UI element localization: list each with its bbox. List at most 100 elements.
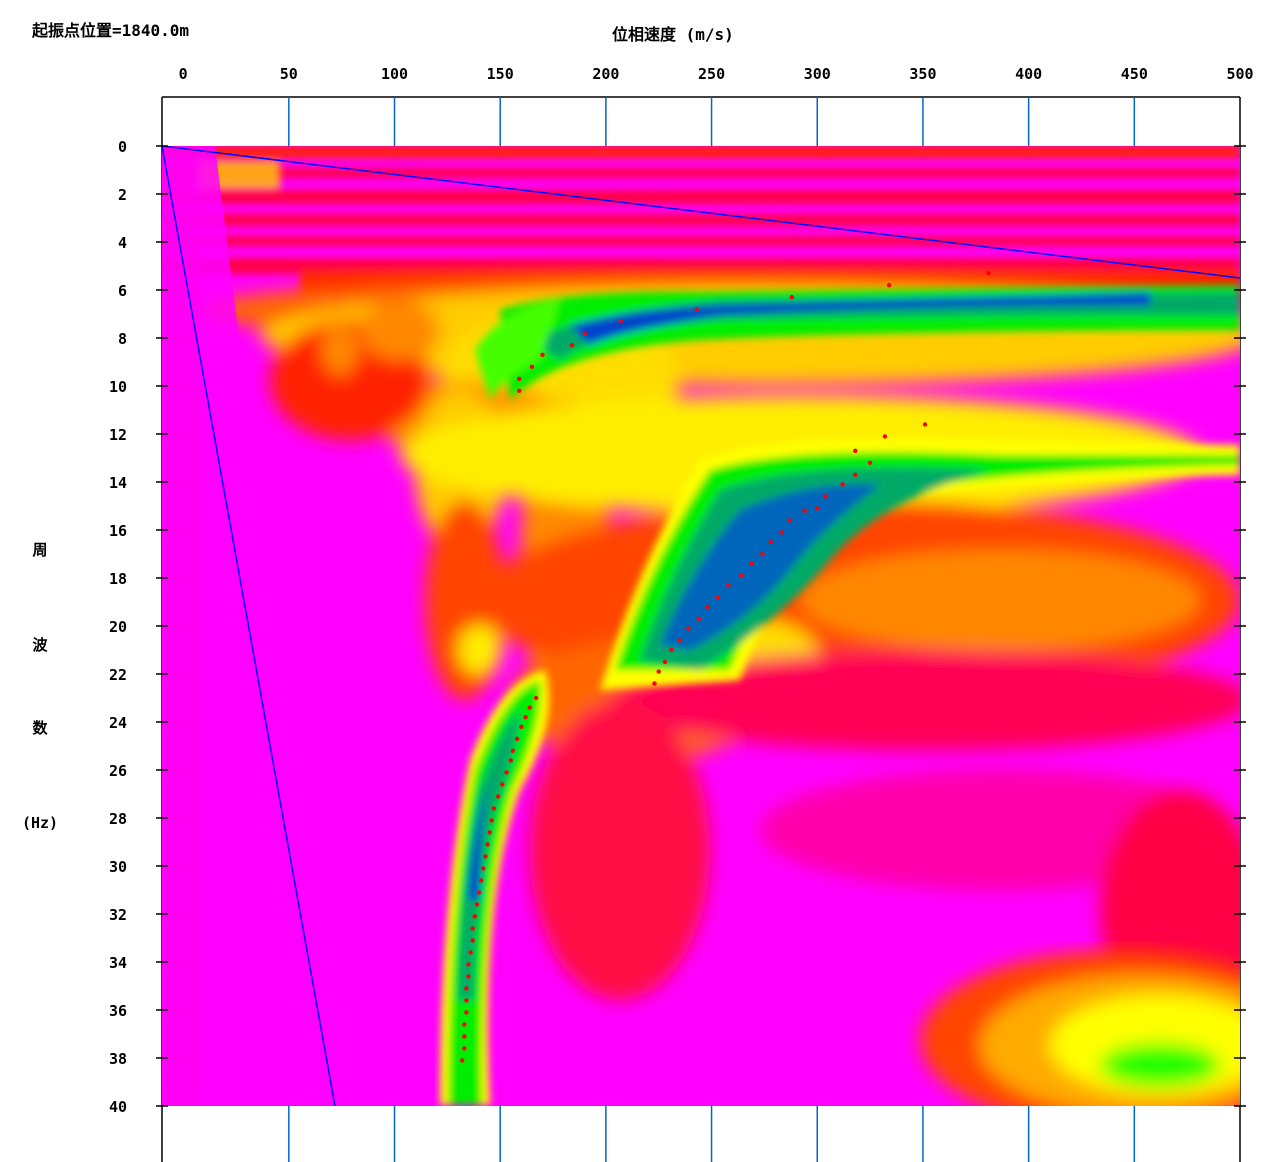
picked-point xyxy=(474,902,480,907)
picked-point xyxy=(686,626,691,631)
picked-point xyxy=(738,573,744,578)
picked-point xyxy=(823,494,828,499)
y-tick-label: 40 xyxy=(109,1098,127,1116)
picked-point xyxy=(540,352,545,357)
picked-point xyxy=(705,604,710,609)
x-tick-labels: 0 50 100 150 200 250 300 350 400 450 500 xyxy=(179,65,1254,83)
x-tick-label: 50 xyxy=(280,65,298,83)
picked-point xyxy=(527,705,532,710)
picked-point xyxy=(529,364,535,369)
x-tick-label: 150 xyxy=(487,65,514,83)
y-tick-label: 34 xyxy=(109,954,127,972)
chart-subtitle: 起振点位置=1840.0m xyxy=(31,21,189,40)
picked-point xyxy=(787,518,792,523)
y-tick-label: 30 xyxy=(109,858,127,876)
y-tick-label: 26 xyxy=(109,762,127,780)
picked-point xyxy=(715,595,721,600)
y-tick-label: 6 xyxy=(118,282,127,300)
y-axis-title: 周波数 (Hz) xyxy=(22,541,58,832)
picked-point xyxy=(468,950,473,955)
picked-point xyxy=(464,998,469,1003)
x-axis-title: 位相速度 (m/s) xyxy=(612,25,734,44)
picked-point xyxy=(462,1034,467,1039)
y-tick-label: 36 xyxy=(109,1002,127,1020)
axis-ticks xyxy=(156,97,1246,1162)
picked-point xyxy=(495,794,501,799)
picked-point xyxy=(853,472,858,477)
picked-point xyxy=(867,460,873,465)
picked-point xyxy=(886,283,892,288)
picked-point xyxy=(470,926,475,931)
picked-points xyxy=(459,271,991,1063)
picked-point xyxy=(510,748,516,753)
picked-point xyxy=(514,736,520,741)
y-axis-title-line: (Hz) xyxy=(22,814,58,832)
y-axis-title-line: 数 xyxy=(32,719,48,737)
picked-point xyxy=(472,914,478,919)
picked-point xyxy=(749,561,754,566)
y-tick-label: 4 xyxy=(118,234,127,252)
picked-point xyxy=(853,448,858,453)
picked-point xyxy=(696,616,702,621)
picked-point xyxy=(840,482,845,487)
picked-point xyxy=(487,830,492,835)
picked-point xyxy=(677,638,683,643)
y-tick-label: 38 xyxy=(109,1050,127,1068)
picked-point xyxy=(476,890,482,895)
x-tick-label: 500 xyxy=(1226,65,1253,83)
picked-point xyxy=(533,695,539,701)
picked-point xyxy=(483,854,488,859)
y-tick-label: 18 xyxy=(109,570,127,588)
picked-point xyxy=(768,539,773,545)
picked-point xyxy=(462,1022,467,1027)
picked-point xyxy=(569,343,575,348)
picked-point xyxy=(500,782,505,787)
picked-point xyxy=(760,551,765,557)
y-axis-title-line: 波 xyxy=(32,636,48,654)
picked-point xyxy=(652,681,657,686)
x-tick-label: 200 xyxy=(592,65,619,83)
picked-point xyxy=(669,647,674,653)
y-axis-title-line: 周 xyxy=(32,541,47,559)
x-tick-label: 300 xyxy=(804,65,831,83)
y-tick-label: 20 xyxy=(109,618,127,636)
y-tick-label: 22 xyxy=(109,666,127,684)
picked-point xyxy=(464,986,469,991)
picked-point xyxy=(618,319,623,324)
picked-point xyxy=(491,806,497,811)
picked-point xyxy=(508,758,513,763)
picked-point xyxy=(489,818,494,823)
y-tick-label: 24 xyxy=(109,714,127,732)
picked-point xyxy=(517,388,522,393)
y-tick-label: 16 xyxy=(109,522,127,540)
picked-point xyxy=(504,770,509,775)
picked-point xyxy=(462,1046,467,1051)
picked-point xyxy=(662,659,668,665)
picked-point xyxy=(726,583,731,588)
picked-point xyxy=(459,1058,465,1063)
x-tick-label: 100 xyxy=(381,65,408,83)
y-tick-label: 14 xyxy=(109,474,127,492)
x-tick-label: 250 xyxy=(698,65,725,83)
picked-point xyxy=(470,938,475,943)
picked-point xyxy=(802,508,807,513)
picked-point xyxy=(485,842,490,847)
y-tick-label: 0 xyxy=(118,138,127,156)
y-tick-label: 8 xyxy=(118,330,127,348)
picked-point xyxy=(517,376,522,381)
y-tick-label: 32 xyxy=(109,906,127,924)
picked-point xyxy=(464,1010,469,1015)
picked-point xyxy=(481,866,486,871)
picked-point xyxy=(922,422,928,427)
picked-point xyxy=(466,974,471,979)
x-tick-label: 350 xyxy=(909,65,936,83)
y-tick-label: 2 xyxy=(118,186,127,204)
picked-point xyxy=(694,307,699,312)
y-tick-label: 28 xyxy=(109,810,127,828)
heatmap xyxy=(162,146,1240,1106)
picked-point xyxy=(478,878,484,883)
picked-point xyxy=(986,271,991,276)
x-tick-label: 0 xyxy=(179,65,188,83)
